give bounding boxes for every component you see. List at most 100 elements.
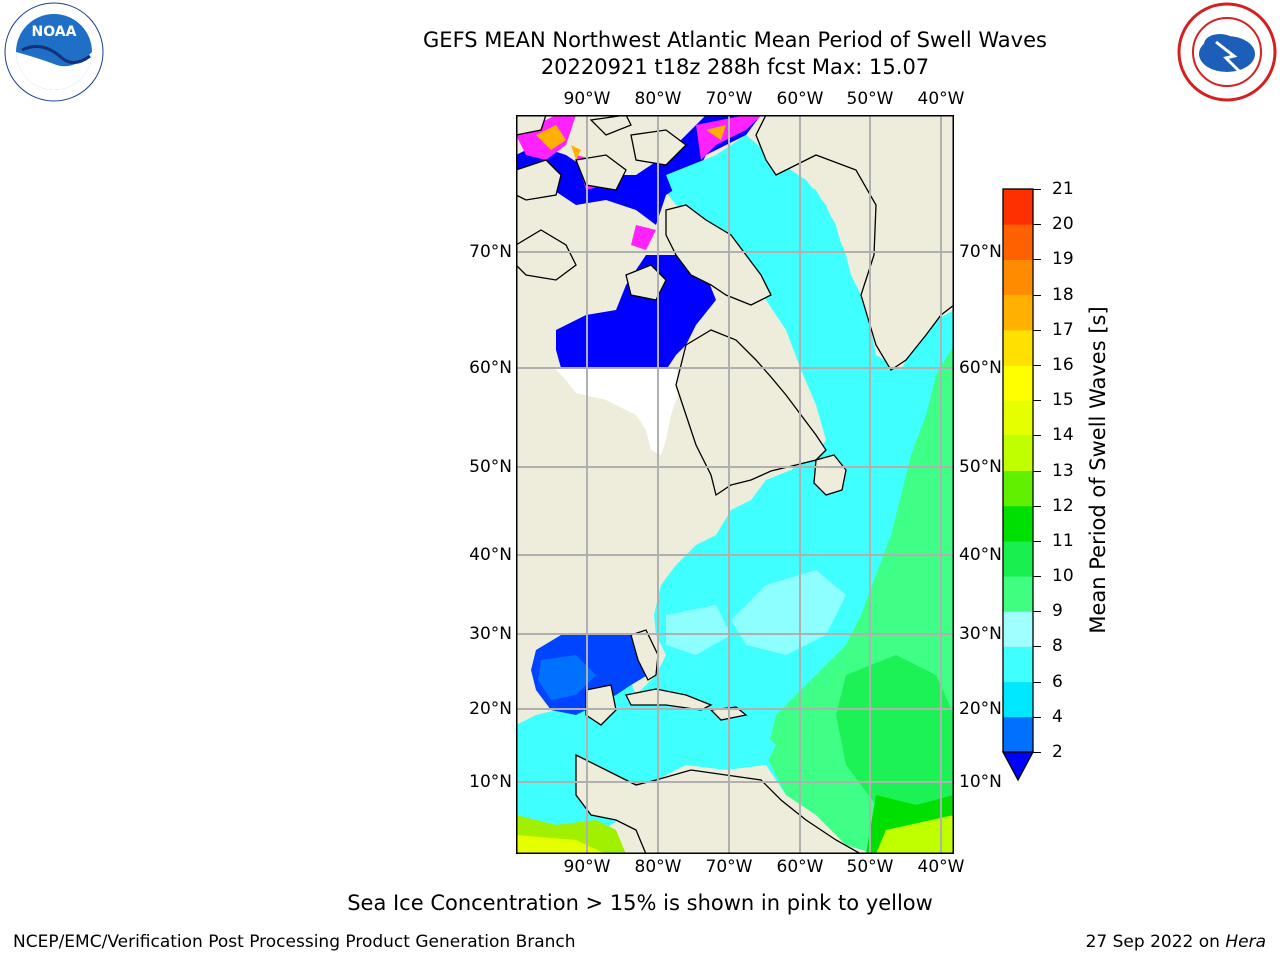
colorbar-segment bbox=[1003, 329, 1033, 366]
colorbar-tick-mark bbox=[1033, 400, 1041, 402]
lat-label-right: 40°N bbox=[959, 545, 1002, 565]
colorbar-segment bbox=[1003, 400, 1033, 436]
lat-label-right: 50°N bbox=[959, 457, 1002, 477]
footer-date-text: 27 Sep 2022 on bbox=[1085, 932, 1226, 952]
south-west-yellow bbox=[516, 835, 606, 854]
swell-green-patches bbox=[836, 655, 954, 815]
noaa-logo-icon: NOAA bbox=[2, 2, 106, 106]
colorbar-tick-label: 18 bbox=[1052, 284, 1074, 305]
colorbar-tick-label: 20 bbox=[1052, 214, 1074, 235]
lat-label-left: 60°N bbox=[469, 358, 512, 378]
colorbar-tick-mark bbox=[1033, 294, 1041, 296]
footer-date: 27 Sep 2022 on Hera bbox=[1086, 932, 1266, 952]
colorbar-tick-mark bbox=[1033, 611, 1041, 613]
colorbar-segment bbox=[1003, 470, 1033, 507]
colorbar-tick-mark bbox=[1033, 540, 1041, 542]
map-subtitle: 20220921 t18z 288h fcst Max: 15.07 bbox=[540, 55, 930, 79]
masked-white-region bbox=[554, 368, 681, 455]
lon-label-bottom: 60°W bbox=[776, 857, 824, 877]
colorbar-segment bbox=[1003, 681, 1033, 718]
lat-label-right: 10°N bbox=[959, 772, 1002, 792]
colorbar-tick-mark bbox=[1033, 505, 1041, 507]
colorbar-segment bbox=[1003, 189, 1033, 225]
lon-label-bottom: 40°W bbox=[917, 857, 965, 877]
colorbar-tick-label: 19 bbox=[1052, 249, 1074, 270]
colorbar-tick-mark bbox=[1033, 716, 1041, 718]
lon-label-top: 50°W bbox=[846, 89, 894, 109]
lat-label-left: 30°N bbox=[469, 624, 512, 644]
colorbar-tick-label: 17 bbox=[1052, 319, 1074, 340]
lat-label-right: 20°N bbox=[959, 699, 1002, 719]
sea-ice-pink bbox=[516, 115, 762, 265]
colorbar-tick-label: 2 bbox=[1052, 742, 1063, 762]
map-title: GEFS MEAN Northwest Atlantic Mean Period… bbox=[423, 28, 1047, 52]
swell-yellow-green bbox=[876, 815, 954, 854]
lon-label-top: 90°W bbox=[563, 89, 611, 109]
colorbar-tick-label: 13 bbox=[1052, 460, 1074, 481]
colorbar-segment bbox=[1003, 435, 1033, 471]
lat-label-left: 40°N bbox=[469, 545, 512, 565]
colorbar bbox=[1001, 188, 1035, 782]
colorbar-tick-mark bbox=[1033, 681, 1041, 683]
florida bbox=[630, 629, 659, 681]
colorbar-tick-label: 8 bbox=[1052, 636, 1063, 657]
newfoundland bbox=[813, 454, 847, 496]
colorbar-segment bbox=[1003, 611, 1033, 647]
colorbar-segment bbox=[1003, 646, 1033, 683]
colorbar-tick-label: 12 bbox=[1052, 495, 1074, 516]
colorbar-tick-label: 16 bbox=[1052, 354, 1074, 375]
sea-ice-orange bbox=[536, 125, 726, 160]
colorbar-tick-mark bbox=[1033, 752, 1041, 753]
baffin-island bbox=[665, 204, 772, 306]
colorbar-segment bbox=[1003, 224, 1033, 260]
colorbar-tick-mark bbox=[1033, 435, 1041, 437]
footer-host: Hera bbox=[1225, 932, 1266, 952]
lat-label-right: 70°N bbox=[959, 242, 1002, 262]
colorbar-label: Mean Period of Swell Waves [s] bbox=[1086, 306, 1110, 634]
colorbar-segment bbox=[1003, 294, 1033, 331]
colorbar-tick-mark bbox=[1033, 576, 1041, 578]
hudson-bay bbox=[556, 255, 716, 370]
colorbar-tick-label: 10 bbox=[1052, 566, 1074, 587]
lon-label-bottom: 90°W bbox=[563, 857, 611, 877]
sea-ice-note: Sea Ice Concentration > 15% is shown in … bbox=[347, 891, 933, 915]
lat-label-right: 30°N bbox=[959, 624, 1002, 644]
colorbar-tick-mark bbox=[1033, 470, 1041, 472]
lon-label-top: 60°W bbox=[776, 89, 824, 109]
nws-logo-icon bbox=[1176, 2, 1278, 104]
lon-label-top: 40°W bbox=[917, 89, 965, 109]
lat-label-left: 10°N bbox=[469, 772, 512, 792]
colorbar-segment bbox=[1003, 716, 1033, 753]
colorbar-tick-label: 21 bbox=[1052, 179, 1074, 199]
lat-label-left: 50°N bbox=[469, 457, 512, 477]
footer-credit: NCEP/EMC/Verification Post Processing Pr… bbox=[13, 932, 576, 952]
lon-label-bottom: 80°W bbox=[634, 857, 682, 877]
colorbar-under-arrow bbox=[1001, 751, 1035, 782]
colorbar-tick-label: 11 bbox=[1052, 530, 1074, 551]
lon-label-top: 70°W bbox=[705, 89, 753, 109]
map-frame bbox=[516, 115, 954, 854]
coastlines bbox=[516, 115, 954, 854]
colorbar-segment bbox=[1003, 540, 1033, 577]
colorbar-segment bbox=[1003, 364, 1033, 401]
colorbar-segment bbox=[1003, 259, 1033, 296]
cuba bbox=[625, 688, 713, 711]
lon-label-top: 80°W bbox=[634, 89, 682, 109]
lat-label-right: 60°N bbox=[959, 358, 1002, 378]
colorbar-tick-mark bbox=[1033, 259, 1041, 261]
baffin-bay bbox=[666, 135, 851, 295]
gulf-inner-low bbox=[538, 655, 596, 700]
colorbar-segment bbox=[1003, 505, 1033, 542]
colorbar-tick-mark bbox=[1033, 224, 1041, 226]
colorbar-tick-label: 15 bbox=[1052, 390, 1074, 411]
colorbar-tick-mark bbox=[1033, 364, 1041, 366]
lat-label-left: 70°N bbox=[469, 242, 512, 262]
colorbar-tick-label: 9 bbox=[1052, 601, 1063, 622]
map-panel bbox=[516, 115, 954, 854]
colorbar-tick-mark bbox=[1033, 189, 1041, 190]
colorbar-segment bbox=[1003, 576, 1033, 612]
lon-label-bottom: 70°W bbox=[705, 857, 753, 877]
colorbar-tick-label: 14 bbox=[1052, 425, 1074, 446]
graticule bbox=[516, 115, 954, 854]
colorbar-tick-label: 4 bbox=[1052, 706, 1063, 727]
